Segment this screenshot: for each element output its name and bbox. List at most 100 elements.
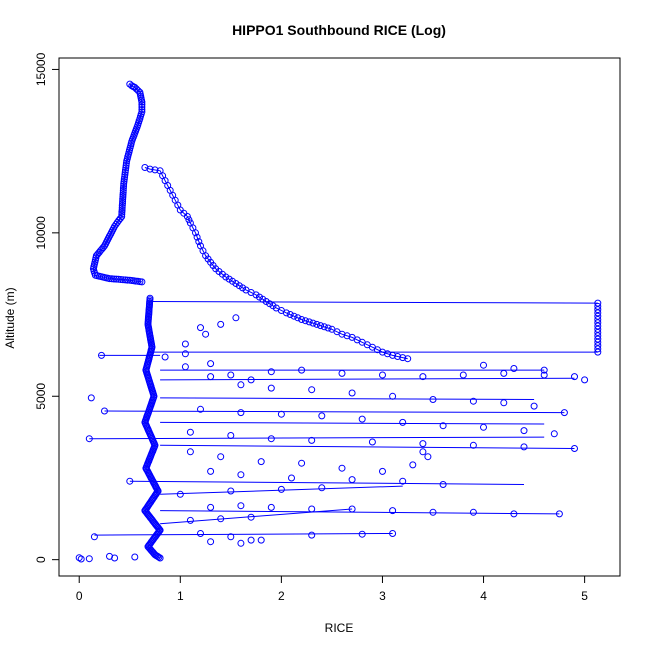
data-point <box>119 199 126 207</box>
data-point <box>197 530 204 537</box>
data-point <box>119 195 127 203</box>
data-point <box>94 250 102 258</box>
data-point <box>195 238 203 246</box>
data-point <box>555 510 563 518</box>
data-point <box>227 487 235 495</box>
data-point <box>594 309 602 317</box>
data-point <box>227 533 235 541</box>
data-point <box>560 409 568 417</box>
data-point <box>338 369 346 377</box>
data-point <box>409 461 417 469</box>
data-point <box>305 318 313 326</box>
x-tick-label: 0 <box>76 589 83 603</box>
data-point <box>343 332 351 340</box>
data-point <box>193 233 201 241</box>
data-point <box>134 87 142 95</box>
data-point <box>237 539 245 547</box>
data-point <box>146 165 154 173</box>
data-point <box>257 536 265 544</box>
data-point <box>181 350 189 358</box>
data-point <box>581 376 589 384</box>
data-point <box>469 508 477 516</box>
chart-title: HIPPO1 Southbound RICE (Log) <box>232 22 446 38</box>
x-tick-label: 4 <box>480 589 487 603</box>
data-point <box>176 490 184 498</box>
data-point <box>118 204 126 212</box>
data-point <box>207 503 215 511</box>
data-point <box>197 405 204 413</box>
data-point <box>118 208 126 216</box>
data-point <box>277 410 285 418</box>
data-point <box>121 168 129 176</box>
data-point <box>500 369 508 377</box>
data-point <box>138 98 146 106</box>
x-axis-label: RICE <box>325 621 354 635</box>
data-point <box>222 273 230 281</box>
data-point <box>277 485 285 493</box>
data-point <box>185 216 193 224</box>
data-points <box>75 80 602 563</box>
connector-line <box>160 377 575 381</box>
data-point <box>309 319 317 327</box>
data-point <box>404 355 412 363</box>
data-point <box>119 184 127 192</box>
data-point <box>358 415 366 423</box>
data-point <box>348 476 356 484</box>
data-point <box>237 381 245 389</box>
connector-line <box>160 510 560 515</box>
data-point <box>500 399 508 407</box>
profile-line <box>92 83 143 283</box>
data-point <box>237 471 245 479</box>
data-point <box>87 394 95 402</box>
data-point <box>106 552 113 560</box>
data-point <box>510 365 518 372</box>
data-point <box>439 422 447 430</box>
data-point <box>121 276 129 284</box>
data-point <box>122 166 129 174</box>
data-point <box>217 515 225 523</box>
data-point <box>308 386 316 394</box>
data-point <box>118 206 126 214</box>
data-point <box>469 397 477 405</box>
x-tick-label: 3 <box>379 589 386 603</box>
data-point <box>207 467 215 475</box>
connector-line <box>89 436 545 440</box>
data-point <box>120 175 128 183</box>
data-point <box>119 189 127 196</box>
data-point <box>571 445 578 452</box>
data-point <box>379 348 386 356</box>
data-point <box>419 448 427 456</box>
data-point <box>161 353 169 361</box>
data-point <box>439 481 447 488</box>
data-point <box>459 371 467 379</box>
data-point <box>288 474 295 482</box>
data-point <box>202 330 210 338</box>
data-point <box>266 300 274 308</box>
connector-line <box>160 397 535 400</box>
data-point <box>101 407 108 415</box>
data-point <box>108 275 116 283</box>
data-point <box>399 477 407 485</box>
y-tick-label: 15000 <box>34 52 48 86</box>
data-point <box>429 508 437 516</box>
data-point <box>120 178 128 185</box>
data-point <box>530 402 538 410</box>
data-point <box>217 453 225 461</box>
data-point <box>394 353 402 360</box>
data-point <box>550 430 558 438</box>
data-point <box>247 513 255 521</box>
data-point <box>126 477 134 485</box>
data-point <box>308 531 316 539</box>
data-point <box>119 276 127 284</box>
data-point <box>120 182 128 190</box>
data-point <box>389 392 397 400</box>
data-point <box>594 319 602 327</box>
connector-line <box>160 421 545 425</box>
data-point <box>290 312 298 320</box>
data-point <box>594 345 602 353</box>
y-tick-label: 5000 <box>34 383 48 410</box>
data-point <box>594 348 602 356</box>
data-point <box>121 171 129 179</box>
